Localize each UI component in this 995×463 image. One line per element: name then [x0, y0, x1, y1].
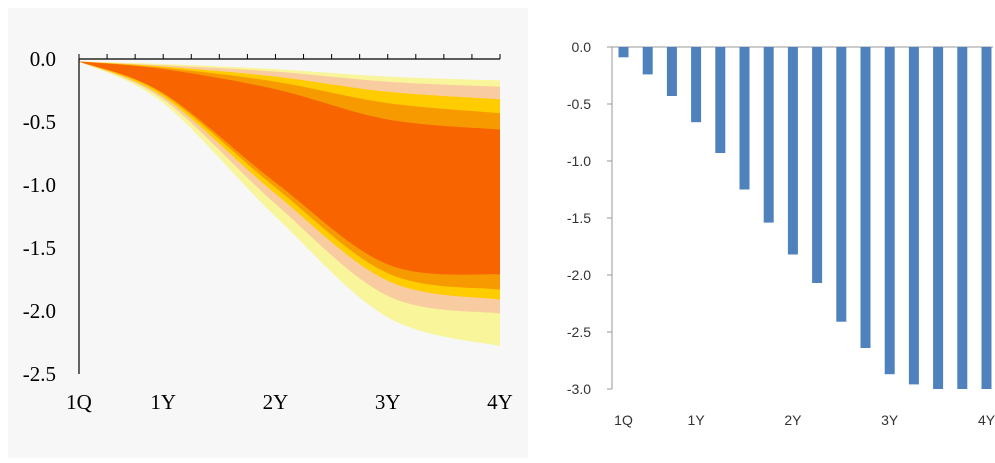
- bar-8: [787, 47, 798, 255]
- right-x-tick-label: 2Y: [784, 412, 802, 428]
- right-y-tick-label: -3.0: [567, 381, 591, 397]
- bar-9: [812, 47, 823, 283]
- right-y-tick-label: -2.5: [567, 324, 591, 340]
- left-y-tick-label: -1.0: [23, 173, 56, 197]
- right-y-tick-label: -0.5: [567, 96, 591, 112]
- right-y-tick-label: -2.0: [567, 267, 591, 283]
- bar-11: [860, 47, 871, 348]
- right-x-tick-label: 4Y: [978, 412, 995, 428]
- bar-12: [884, 47, 895, 375]
- bar-chart: 0.0 -0.5 -1.0 -1.5 -2.0 -2.5 -3.0 1Q 1Y 2Y 3Y 4Y: [567, 39, 995, 428]
- right-y-tick-label: -1.5: [567, 210, 591, 226]
- bar-10: [836, 47, 847, 322]
- left-x-tick-label: 2Y: [263, 390, 289, 414]
- bar-6: [739, 47, 750, 190]
- bar-2: [642, 47, 653, 75]
- left-y-tick-label: -2.5: [23, 362, 56, 386]
- bar-16: [981, 47, 992, 389]
- fan-chart: 0.0 -0.5 -1.0 -1.5 -2.0 -2.5 1Q 1Y 2Y 3Y 4Y: [23, 47, 513, 414]
- bar-4: [691, 47, 702, 123]
- left-x-tick-label: 3Y: [375, 390, 401, 414]
- bar-3: [666, 47, 677, 96]
- left-x-tick-label: 4Y: [487, 390, 513, 414]
- right-x-tick-label: 1Y: [688, 412, 706, 428]
- right-x-tick-label: 3Y: [881, 412, 899, 428]
- right-y-tick-label: -1.0: [567, 153, 591, 169]
- bar-13: [908, 47, 919, 385]
- bar-1: [618, 47, 629, 58]
- bar-5: [715, 47, 726, 153]
- right-x-tick-label: 1Q: [614, 412, 633, 428]
- bar-14: [933, 47, 944, 389]
- left-x-tick-label: 1Y: [150, 390, 176, 414]
- left-y-tick-label: -0.5: [23, 110, 56, 134]
- left-y-tick-label: -2.0: [23, 299, 56, 323]
- fan-band-5: [79, 61, 500, 275]
- bar-7: [763, 47, 774, 223]
- left-y-tick-label: 0.0: [30, 47, 56, 71]
- bar-15: [957, 47, 968, 389]
- left-x-tick-label: 1Q: [66, 390, 92, 414]
- right-y-tick-label: 0.0: [572, 39, 592, 55]
- left-y-tick-label: -1.5: [23, 236, 56, 260]
